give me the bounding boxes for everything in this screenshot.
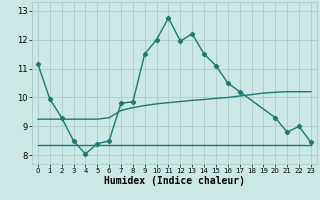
- X-axis label: Humidex (Indice chaleur): Humidex (Indice chaleur): [104, 176, 245, 186]
